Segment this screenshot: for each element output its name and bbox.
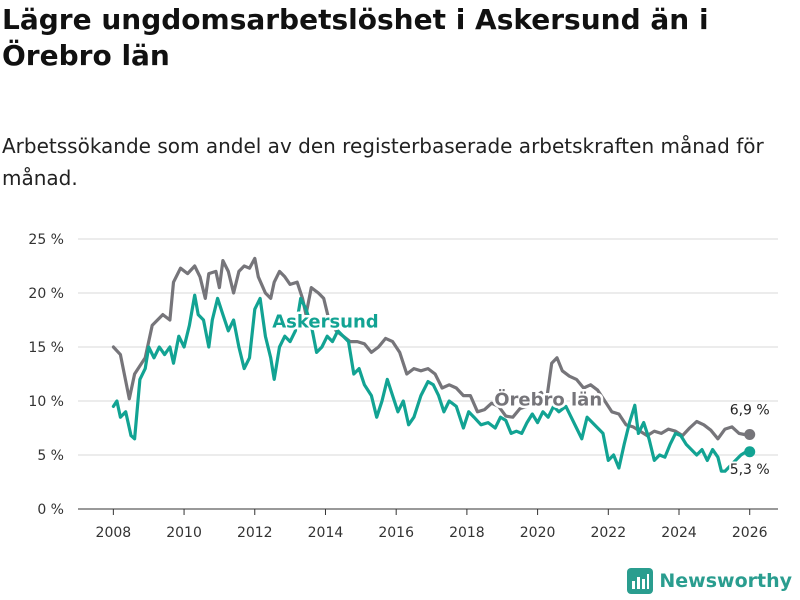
x-tick-label: 2026 bbox=[732, 525, 768, 541]
x-tick-label: 2010 bbox=[166, 525, 202, 541]
chart-title: Lägre ungdomsarbetslöshet i Askersund än… bbox=[2, 3, 709, 72]
series-name-label-orebro-lan: Örebro län bbox=[494, 388, 602, 410]
brand-name: Newsworthy bbox=[659, 570, 792, 592]
end-value-label-orebro-lan: 6,9 % bbox=[730, 402, 770, 418]
brand-logo: Newsworthy bbox=[627, 568, 792, 594]
x-tick-label: 2016 bbox=[378, 525, 414, 541]
x-tick-label: 2022 bbox=[590, 525, 626, 541]
series-name-label-askersund: Askersund bbox=[272, 312, 378, 333]
y-tick-label: 10 % bbox=[28, 394, 64, 410]
x-tick-label: 2008 bbox=[96, 525, 132, 541]
axes: 0 % 5 % 10 % 15 % 20 % 25 % 2008 2010 2012 2014 20… bbox=[28, 232, 767, 541]
x-tick-label: 2020 bbox=[520, 525, 556, 541]
series-line-askersund bbox=[111, 293, 752, 473]
x-tick-label: 2012 bbox=[237, 525, 273, 541]
end-marker-orebro-lan bbox=[744, 428, 756, 440]
y-tick-label: 5 % bbox=[37, 448, 64, 464]
newsworthy-logo-icon bbox=[627, 568, 654, 594]
end-value-label-askersund: 5,3 % bbox=[730, 462, 770, 478]
x-tick-label: 2018 bbox=[449, 525, 485, 541]
grid-lines bbox=[78, 238, 778, 510]
series-labels: 6,9 % 5,3 % Askersund Örebro län bbox=[270, 309, 772, 480]
end-marker-askersund bbox=[744, 446, 756, 458]
series-line-orebro-lan bbox=[111, 256, 752, 441]
x-tick-label: 2014 bbox=[308, 525, 344, 541]
y-tick-label: 15 % bbox=[28, 340, 64, 356]
x-tick-label: 2024 bbox=[661, 525, 697, 541]
series-lines bbox=[111, 256, 756, 473]
y-tick-label: 20 % bbox=[28, 286, 64, 302]
chart-subtitle: Arbetssökande som andel av den registerb… bbox=[2, 134, 764, 190]
y-tick-label: 25 % bbox=[28, 232, 64, 248]
y-tick-label: 0 % bbox=[37, 502, 64, 518]
